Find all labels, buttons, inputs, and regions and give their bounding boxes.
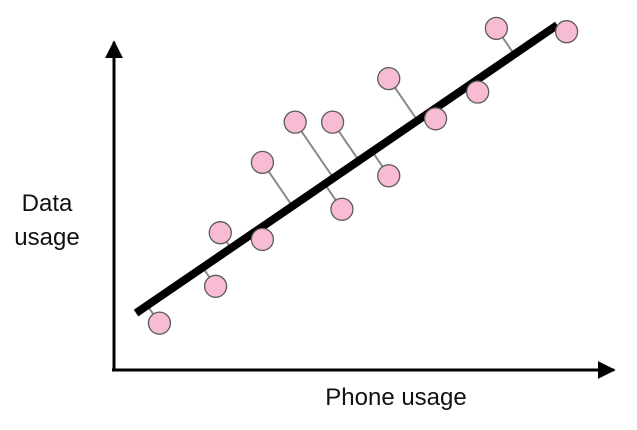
data-point-7: [330, 197, 354, 221]
data-point-6: [283, 110, 307, 134]
data-point-11: [423, 107, 448, 131]
data-point-13: [484, 16, 509, 41]
data-point-14: [554, 20, 579, 44]
data-point-1: [147, 311, 172, 335]
data-point-10: [377, 66, 401, 91]
data-point-12: [466, 80, 490, 104]
data-points: [147, 16, 579, 335]
x-axis-label: Phone usage: [325, 384, 467, 411]
y-axis-label: Data usage: [4, 187, 90, 255]
regression-line: [133, 21, 560, 317]
y-axis-label-line-2: usage: [14, 224, 80, 251]
y-axis-label-line-1: Data: [21, 190, 73, 217]
data-point-4: [250, 227, 275, 252]
data-point-2: [203, 274, 228, 298]
data-point-5: [250, 150, 275, 175]
data-point-8: [320, 110, 345, 134]
data-point-3: [208, 221, 232, 245]
data-point-9: [377, 164, 401, 188]
